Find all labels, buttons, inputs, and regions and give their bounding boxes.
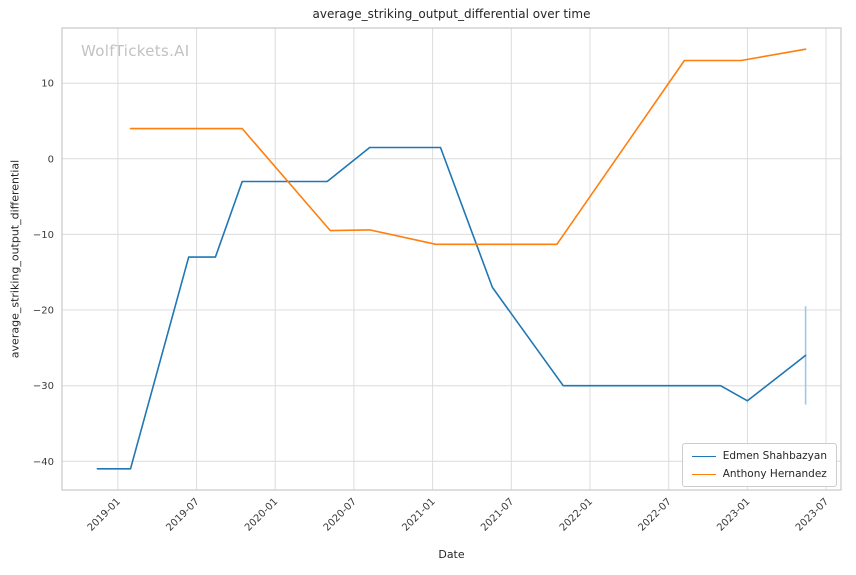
legend-item-edmen-shahbazyan: Edmen Shahbazyan — [691, 450, 827, 462]
x-axis-label: Date — [438, 548, 465, 561]
x-tick-label: 2020-01 — [243, 496, 280, 533]
series-line-0 — [96, 146, 807, 470]
series-line-1 — [129, 48, 807, 246]
x-tick-label: 2022-07 — [636, 496, 673, 533]
chart-title: average_striking_output_differential ove… — [312, 7, 591, 21]
legend-item-anthony-hernandez: Anthony Hernandez — [691, 468, 827, 480]
x-tick-label: 2022-01 — [558, 496, 595, 533]
y-tick-label: −10 — [33, 230, 54, 241]
legend-line-swatch-orange — [691, 473, 716, 475]
x-tick-label: 2021-07 — [479, 496, 516, 533]
legend: Edmen Shahbazyan Anthony Hernandez — [681, 443, 837, 487]
x-tick-label: 2023-01 — [715, 496, 752, 533]
x-tick-label: 2019-01 — [86, 496, 123, 533]
x-tick-label: 2023-07 — [794, 496, 831, 533]
x-tick-label: 2020-07 — [322, 496, 359, 533]
y-tick-label: −40 — [33, 457, 54, 468]
legend-label-anthony-hernandez: Anthony Hernandez — [722, 468, 827, 480]
y-tick-label: 10 — [41, 79, 54, 90]
y-tick-label: 0 — [48, 154, 54, 165]
plot-frame — [61, 27, 842, 491]
y-tick-label: −20 — [33, 306, 54, 317]
x-tick-label: 2019-07 — [164, 496, 201, 533]
legend-line-swatch-blue — [691, 455, 716, 457]
legend-label-edmen-shahbazyan: Edmen Shahbazyan — [722, 450, 827, 462]
x-tick-label: 2021-01 — [400, 496, 437, 533]
y-tick-label: −30 — [33, 381, 54, 392]
watermark-text: WolfTickets.AI — [81, 42, 190, 60]
